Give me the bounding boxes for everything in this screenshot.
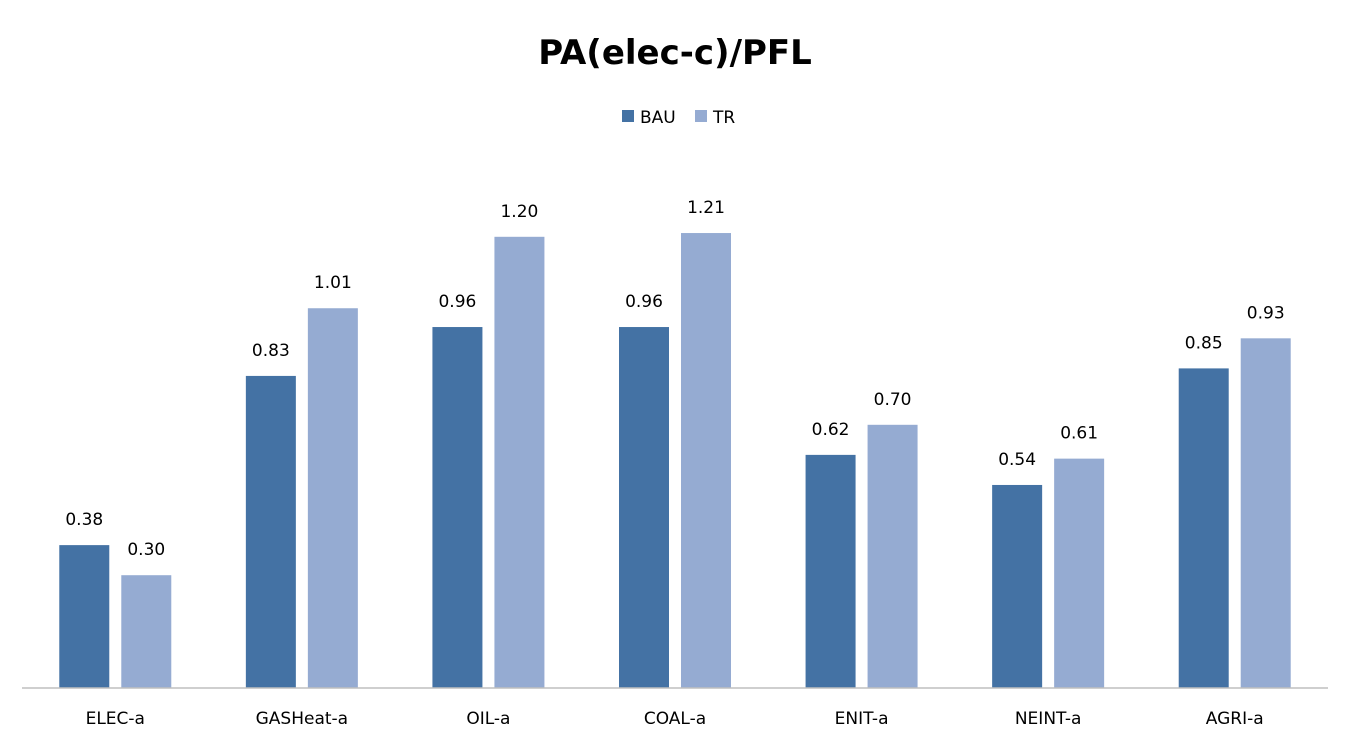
value-label-bau-gasheat-a: 0.83	[252, 341, 290, 361]
bar-bau-coal-a	[619, 327, 669, 688]
x-tick-label: GASHeat-a	[256, 709, 348, 729]
legend-swatch-tr	[695, 110, 707, 122]
value-label-bau-coal-a: 0.96	[625, 292, 663, 312]
value-label-tr-oil-a: 1.20	[500, 202, 538, 222]
value-label-tr-coal-a: 1.21	[687, 198, 725, 218]
bar-bau-gasheat-a	[245, 375, 296, 688]
bar-bau-enit-a	[805, 454, 856, 688]
value-label-tr-elec-a: 0.30	[127, 540, 165, 560]
bar-bau-agri-a	[1178, 368, 1229, 688]
value-label-bau-oil-a: 0.96	[438, 292, 476, 312]
value-label-bau-agri-a: 0.85	[1185, 333, 1223, 353]
legend-swatch-bau	[622, 110, 634, 122]
bar-tr-enit-a	[867, 424, 918, 688]
x-tick-label: NEINT-a	[1015, 709, 1082, 729]
bar-bau-elec-a	[59, 545, 110, 688]
chart-title: PA(elec-c)/PFL	[538, 33, 812, 73]
bar-bau-neint-a	[992, 484, 1043, 688]
x-tick-label: OIL-a	[466, 709, 510, 729]
bar-tr-agri-a	[1240, 338, 1291, 688]
value-label-tr-enit-a: 0.70	[874, 390, 912, 410]
value-label-bau-enit-a: 0.62	[812, 420, 850, 440]
x-tick-label: COAL-a	[644, 709, 706, 729]
value-label-bau-elec-a: 0.38	[65, 510, 103, 530]
value-label-bau-neint-a: 0.54	[998, 450, 1036, 470]
bar-tr-oil-a	[494, 236, 545, 689]
bars-layer	[59, 233, 1291, 689]
value-label-tr-neint-a: 0.61	[1060, 424, 1098, 444]
bar-tr-neint-a	[1054, 458, 1105, 688]
x-ticks-layer: ELEC-a GASHeat-a OIL-a COAL-a ENIT-a NEINT-a A…	[86, 709, 1264, 729]
x-tick-label: ENIT-a	[835, 709, 889, 729]
value-label-tr-gasheat-a: 1.01	[314, 273, 352, 293]
value-labels-layer: 0.38 0.30 0.83 1.01 0.96 1.20 0.96 1.21 0.62 0.70…	[65, 198, 1284, 560]
legend-label-tr: TR	[712, 108, 735, 128]
legend: BAU TR	[622, 108, 735, 128]
legend-label-bau: BAU	[640, 108, 676, 128]
bar-tr-coal-a	[681, 233, 731, 689]
x-tick-label: ELEC-a	[86, 709, 145, 729]
value-label-tr-agri-a: 0.93	[1247, 303, 1285, 323]
bar-bau-oil-a	[432, 327, 483, 688]
x-tick-label: AGRI-a	[1206, 709, 1264, 729]
bar-tr-elec-a	[121, 575, 172, 688]
bar-tr-gasheat-a	[307, 308, 358, 688]
